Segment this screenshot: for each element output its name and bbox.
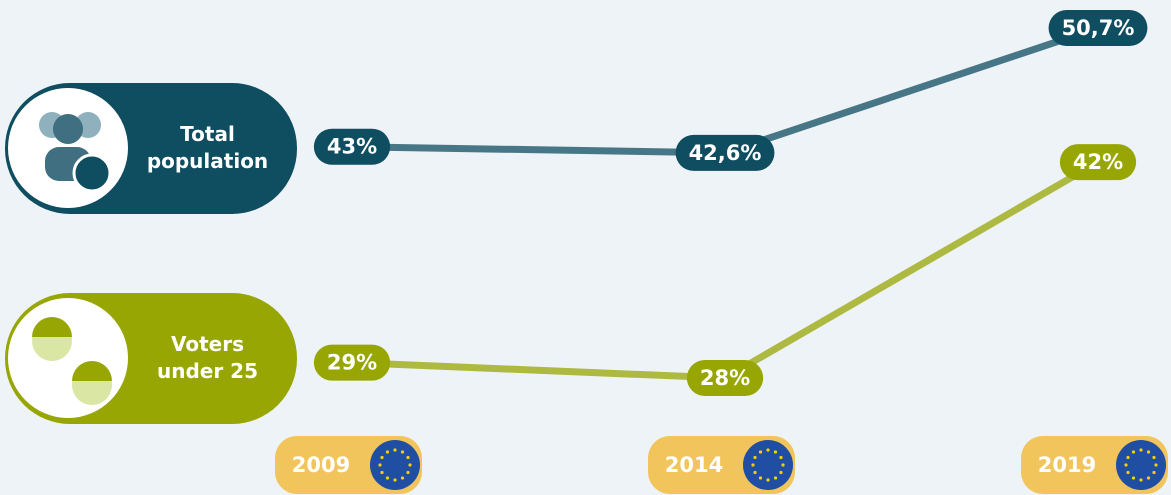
eu-star — [401, 476, 404, 479]
x-tick-label: 2014 — [665, 453, 723, 477]
eu-star — [1126, 456, 1129, 459]
eu-star — [774, 450, 777, 453]
eu-flag — [370, 440, 420, 490]
eu-star — [1154, 463, 1157, 466]
eu-star — [1126, 471, 1129, 474]
data-label: 42% — [1073, 150, 1123, 174]
eu-star — [759, 476, 762, 479]
eu-star — [766, 478, 769, 481]
chart: 2009 2014 2019 43% 42,6% 50,7% 29% 28% 42% — [0, 0, 1171, 495]
eu-star — [380, 471, 383, 474]
data-label: 28% — [700, 366, 750, 390]
legend-icon-bg — [8, 298, 128, 418]
series-line — [352, 162, 1098, 378]
eu-star — [378, 463, 381, 466]
eu-star — [753, 471, 756, 474]
eu-star — [386, 476, 389, 479]
eu-star — [408, 463, 411, 466]
data-label: 50,7% — [1062, 16, 1135, 40]
value-pill: 42% — [1060, 144, 1136, 180]
data-label: 43% — [327, 135, 377, 159]
value-pill: 43% — [314, 129, 390, 165]
legend-label: Total population — [145, 121, 270, 175]
icon-globe — [74, 155, 110, 191]
x-tick-label: 2009 — [292, 453, 350, 477]
eu-star — [751, 463, 754, 466]
eu-star — [1132, 476, 1135, 479]
value-pill: 29% — [314, 345, 390, 381]
eu-star — [1139, 448, 1142, 451]
eu-star — [393, 478, 396, 481]
eu-star — [1147, 476, 1150, 479]
eu-star — [1152, 471, 1155, 474]
eu-star — [774, 476, 777, 479]
x-tick-label: 2019 — [1038, 453, 1096, 477]
eu-star — [766, 448, 769, 451]
icon-person — [53, 114, 83, 144]
eu-star — [1139, 478, 1142, 481]
eu-star — [393, 448, 396, 451]
value-pill: 42,6% — [676, 135, 775, 171]
eu-star — [1132, 450, 1135, 453]
eu-flag — [743, 440, 793, 490]
eu-star — [753, 456, 756, 459]
series-line — [352, 28, 1098, 153]
eu-star — [759, 450, 762, 453]
data-label: 29% — [327, 351, 377, 375]
eu-star — [1152, 456, 1155, 459]
eu-star — [380, 456, 383, 459]
legend-label: Voters under 25 — [145, 331, 270, 385]
eu-star — [406, 471, 409, 474]
eu-star — [401, 450, 404, 453]
eu-star — [779, 471, 782, 474]
eu-star — [1147, 450, 1150, 453]
value-pill: 28% — [687, 360, 763, 396]
page: 2009 2014 2019 43% 42,6% 50,7% 29% 28% 42% Total… — [0, 0, 1171, 495]
eu-star — [386, 450, 389, 453]
eu-star — [781, 463, 784, 466]
eu-star — [1124, 463, 1127, 466]
eu-star — [779, 456, 782, 459]
value-pill: 50,7% — [1049, 10, 1148, 46]
eu-star — [406, 456, 409, 459]
data-label: 42,6% — [689, 141, 762, 165]
eu-flag — [1116, 440, 1166, 490]
